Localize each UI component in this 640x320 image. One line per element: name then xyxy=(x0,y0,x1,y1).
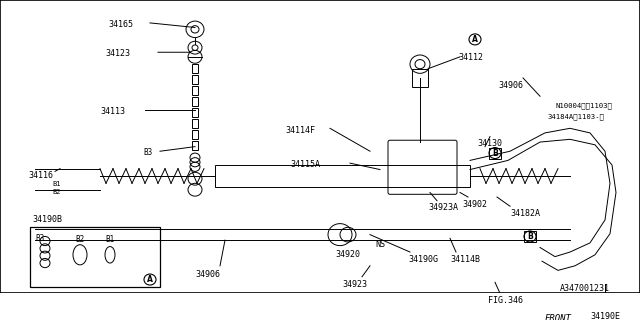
Text: A: A xyxy=(147,275,153,284)
Bar xyxy=(412,69,428,87)
Text: 34920: 34920 xyxy=(335,250,360,259)
Text: FIG.346: FIG.346 xyxy=(488,296,523,305)
Text: 34923A: 34923A xyxy=(428,204,458,212)
Bar xyxy=(489,148,501,158)
Bar xyxy=(192,97,198,106)
Text: 34113: 34113 xyxy=(100,107,125,116)
Text: 34906: 34906 xyxy=(498,81,523,90)
Text: NS: NS xyxy=(375,240,385,249)
Text: A347001231: A347001231 xyxy=(560,284,610,293)
Text: 34902: 34902 xyxy=(462,200,487,209)
Text: 34115A: 34115A xyxy=(290,160,320,169)
Text: 34190B: 34190B xyxy=(32,215,62,224)
Text: 34190E: 34190E xyxy=(590,312,620,320)
Text: A: A xyxy=(472,35,478,44)
Text: 34112: 34112 xyxy=(458,53,483,62)
Text: 34165: 34165 xyxy=(108,20,133,29)
Bar xyxy=(192,108,198,117)
Text: 34906: 34906 xyxy=(195,270,220,279)
Text: 34923: 34923 xyxy=(342,280,367,289)
Text: N10004（－1103）: N10004（－1103） xyxy=(555,103,612,109)
Text: 34123: 34123 xyxy=(105,50,130,59)
Text: 34114F: 34114F xyxy=(285,125,315,135)
Bar xyxy=(192,141,198,150)
Text: 34114B: 34114B xyxy=(450,255,480,264)
Text: FRONT: FRONT xyxy=(545,314,572,320)
Bar xyxy=(524,231,536,242)
Text: 34184A（1103-）: 34184A（1103-） xyxy=(548,114,605,120)
Text: 34130: 34130 xyxy=(477,139,502,148)
Text: 34182A: 34182A xyxy=(510,209,540,218)
Bar xyxy=(192,119,198,128)
Text: B2: B2 xyxy=(52,189,61,195)
Bar xyxy=(192,64,198,73)
Text: B1: B1 xyxy=(52,181,61,188)
Text: B1: B1 xyxy=(106,235,115,244)
Text: B: B xyxy=(492,148,498,157)
Bar xyxy=(215,165,470,187)
Text: 34190G: 34190G xyxy=(408,255,438,264)
Text: B: B xyxy=(527,232,533,241)
Bar xyxy=(30,227,160,287)
Bar xyxy=(192,86,198,95)
Text: B3: B3 xyxy=(35,234,45,243)
Text: B2: B2 xyxy=(76,235,84,244)
Bar xyxy=(192,130,198,139)
Bar xyxy=(192,75,198,84)
Text: 34116: 34116 xyxy=(28,172,53,180)
Text: B3: B3 xyxy=(143,148,152,157)
